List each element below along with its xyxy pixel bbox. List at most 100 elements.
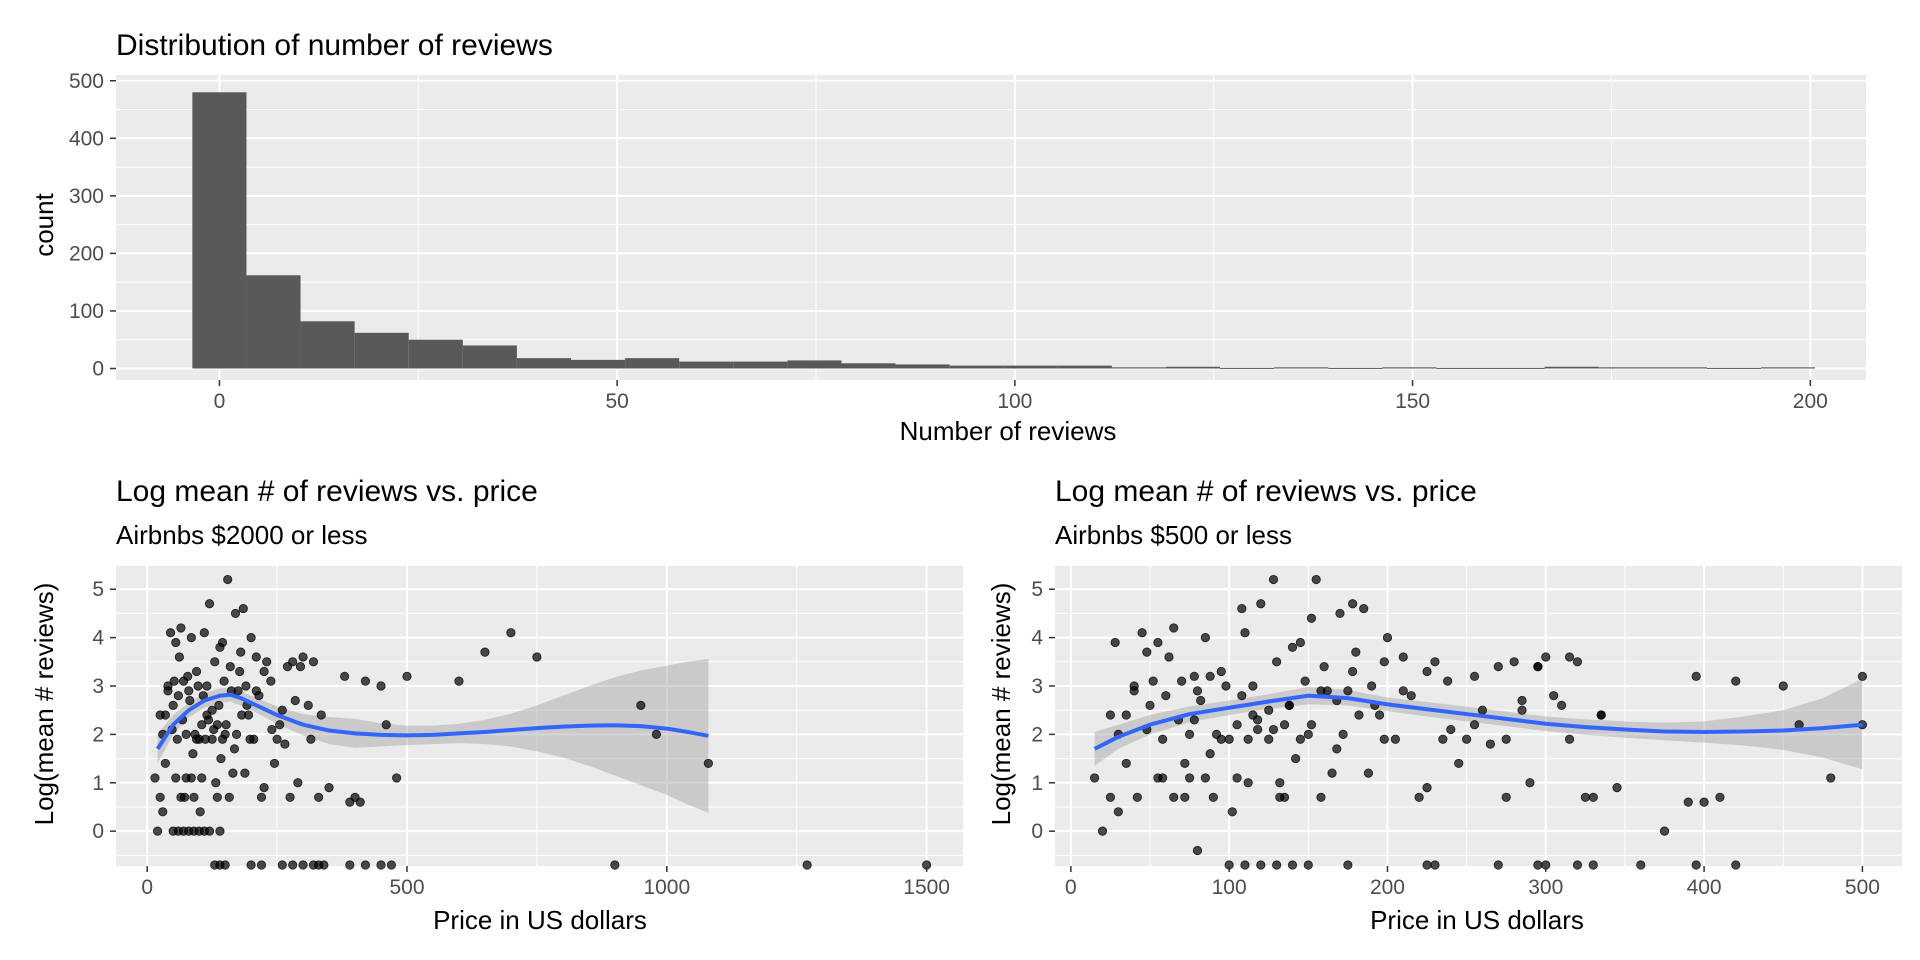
scatter-point [1110, 637, 1120, 648]
scatter-point [1398, 686, 1408, 696]
scatter-500-y-ticks: 0 1 2 3 4 5 [1031, 578, 1055, 843]
scatter-point [223, 574, 233, 585]
scatter-point [360, 676, 371, 686]
scatter-point [1406, 691, 1416, 701]
scatter-point [308, 657, 319, 667]
scatter-point [266, 676, 276, 686]
histogram-bar [1761, 367, 1816, 369]
scatter-point [1778, 681, 1788, 691]
scatter-point [1319, 662, 1329, 672]
scatter-point [1438, 734, 1448, 744]
scatter-point [316, 710, 326, 720]
scatter-point [1248, 710, 1258, 720]
y-tick-label: 5 [1031, 578, 1043, 601]
scatter-point [1137, 628, 1147, 638]
scatter-500-subtitle: Airbnbs $500 or less [1055, 520, 1292, 550]
scatter-point [1588, 792, 1598, 802]
histogram-bar [571, 359, 626, 369]
y-tick-label: 5 [92, 578, 104, 601]
scatter-point [1348, 666, 1358, 677]
scatter-point [174, 652, 184, 662]
scatter-point [1248, 681, 1258, 691]
scatter-point [202, 681, 212, 691]
scatter-point [1161, 691, 1171, 701]
scatter-2000-x-label: Price in US dollars [433, 905, 647, 935]
x-tick-label: 150 [1395, 390, 1430, 413]
scatter-point [319, 860, 329, 870]
scatter-point [1572, 860, 1583, 870]
scatter-point [1422, 783, 1432, 793]
scatter-point [360, 860, 371, 870]
y-tick-label: 3 [92, 675, 104, 698]
y-tick-label: 4 [92, 627, 104, 650]
scatter-point [1105, 792, 1116, 802]
scatter-point [269, 758, 280, 769]
scatter-point [212, 792, 222, 802]
scatter-point [1379, 657, 1389, 667]
scatter-point [1264, 705, 1274, 715]
scatter-point [1227, 807, 1237, 817]
histogram-x-label: Number of reviews [900, 416, 1117, 446]
scatter-2000-subtitle: Airbnbs $2000 or less [116, 520, 367, 550]
scatter-point [1169, 623, 1179, 633]
scatter-point [210, 657, 220, 667]
scatter-point [171, 773, 181, 783]
scatter-point [186, 633, 196, 643]
histogram-panel [116, 75, 1866, 380]
scatter-point [1237, 691, 1247, 701]
histogram-bar [679, 361, 734, 369]
scatter-point [1477, 705, 1488, 715]
scatter-point [1422, 666, 1432, 677]
scatter-point [1493, 860, 1503, 870]
scatter-point [251, 652, 261, 662]
scatter-point [1287, 642, 1298, 652]
scatter-point [1303, 729, 1313, 739]
y-tick-label: 3 [1031, 675, 1043, 698]
scatter-point [1382, 633, 1393, 643]
x-tick-label: 0 [141, 876, 153, 899]
scatter-point [1200, 633, 1211, 643]
scatter-point [280, 739, 290, 749]
scatter-point [217, 637, 228, 648]
scatter-point [376, 681, 386, 691]
smooth-line [1093, 693, 1863, 751]
scatter-point [802, 860, 812, 870]
scatter-point [1192, 845, 1203, 856]
scatter-point [1196, 695, 1206, 706]
scatter-point [1348, 599, 1358, 609]
scatter-point [240, 768, 250, 778]
scatter-point [185, 695, 195, 706]
scatter-point [1121, 710, 1131, 720]
scatter-point [1272, 860, 1282, 870]
scatter-point [324, 783, 334, 793]
scatter-point [1256, 599, 1266, 609]
histogram-bar [1328, 367, 1383, 369]
y-tick-label: 300 [69, 185, 104, 208]
scatter-point [277, 705, 287, 715]
scatter-500-grid [1055, 566, 1902, 866]
x-tick-label: 500 [389, 876, 424, 899]
scatter-point [1306, 613, 1317, 623]
scatter-point [160, 758, 170, 769]
scatter-point [1501, 734, 1511, 744]
scatter-point [259, 783, 269, 793]
scatter-point [1316, 792, 1326, 802]
scatter-point [245, 734, 255, 744]
scatter-point [298, 652, 308, 662]
scatter-point [610, 860, 620, 870]
scatter-point [1659, 826, 1670, 836]
scatter-point [1564, 734, 1575, 744]
scatter-point [155, 792, 165, 802]
scatter-point [288, 860, 298, 870]
scatter-2000-y-ticks: 0 1 2 3 4 5 [92, 578, 116, 843]
scatter-point [345, 797, 355, 807]
scatter-point [1243, 778, 1253, 788]
y-tick-label: 1 [92, 772, 104, 795]
scatter-point [1549, 691, 1559, 701]
scatter-point [1354, 710, 1364, 720]
scatter-point [303, 700, 313, 710]
scatter-point [636, 700, 646, 710]
histogram-title: Distribution of number of reviews [116, 29, 553, 62]
scatter-point [1295, 734, 1305, 744]
scatter-point [1153, 773, 1163, 783]
